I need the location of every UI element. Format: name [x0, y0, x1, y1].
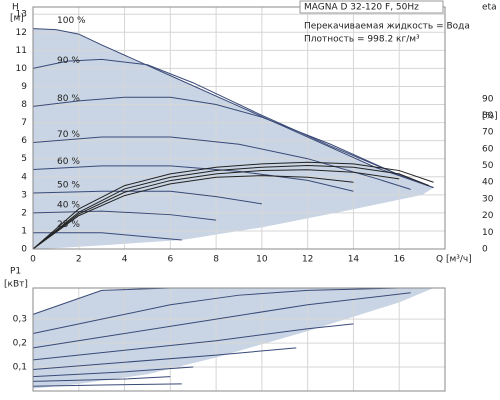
y-tick-label: 10	[16, 64, 28, 74]
plots: 0 2 4 6 8 10 12 14 16012345678910111213010203040…	[13, 6, 494, 392]
x-tick-label: 6	[167, 255, 173, 265]
title-box	[299, 0, 444, 14]
curve	[32, 287, 400, 335]
curve	[32, 383, 182, 387]
y-tick-label: 1	[21, 226, 27, 236]
x-tick-label: 16	[393, 255, 405, 265]
curve	[32, 136, 411, 190]
curve-label: 60 %	[57, 157, 80, 167]
y-tick-label: 0	[21, 245, 27, 255]
y-tick-label: 6	[21, 136, 27, 146]
plot-frame	[32, 287, 446, 392]
y2-axis-unit: [%]	[482, 112, 498, 122]
y-tick-label: 0,1	[13, 363, 27, 373]
x-tick-label: 14	[348, 255, 360, 265]
curve	[32, 347, 297, 370]
curve	[32, 96, 400, 176]
x-tick-label: 0	[30, 255, 36, 265]
x-tick-label: 8	[213, 255, 219, 265]
y-tick-label: 3	[21, 190, 27, 200]
curve-label: 40 %	[57, 200, 80, 210]
y2-tick-label: 70	[482, 128, 494, 138]
y2-axis-label: eta	[482, 3, 497, 13]
y-tick-label: 4	[21, 172, 27, 182]
x-tick-label: 2	[76, 255, 82, 265]
y-tick-label: 0,3	[13, 315, 27, 325]
curve	[32, 323, 354, 361]
efficiency-curve	[32, 175, 354, 250]
y-tick-label: 7	[21, 118, 27, 128]
y-tick-label: 12	[16, 28, 27, 38]
y2-tick-label: 80	[482, 111, 494, 121]
y2-tick-label: 50	[482, 161, 494, 171]
x-axis-label: Q [м³/ч]	[436, 255, 472, 265]
curve-label: 80 %	[57, 94, 80, 104]
efficiency-curve	[32, 161, 434, 250]
curve-label: 100 %	[57, 16, 86, 26]
curve	[32, 366, 194, 378]
y2-tick-label: 0	[482, 245, 488, 255]
y2-tick-label: 40	[482, 178, 494, 188]
x-tick-label: 12	[302, 255, 313, 265]
annotation: Плотность = 998.2 кг/м³	[304, 35, 420, 45]
curve	[32, 190, 262, 205]
x-tick-label: 4	[122, 255, 128, 265]
curve-label: 50 %	[57, 181, 80, 191]
curve	[32, 58, 434, 189]
y-axis-label: H	[12, 3, 19, 13]
efficiency-curve	[32, 165, 430, 250]
curve-label: 90 %	[57, 56, 80, 66]
y-tick-label: 8	[21, 100, 27, 110]
y-tick-label: 9	[21, 82, 27, 92]
y2-tick-label: 90	[482, 94, 494, 104]
plot-frame	[32, 6, 446, 250]
efficiency-curve	[32, 169, 400, 250]
x-tick-label: 10	[256, 255, 268, 265]
y-tick-label: 5	[21, 154, 27, 164]
curve	[32, 28, 434, 189]
curve	[32, 292, 411, 349]
y-tick-label: 2	[21, 208, 27, 218]
y-axis-label: P1	[10, 267, 21, 277]
y2-tick-label: 30	[482, 194, 494, 204]
y-tick-label: 13	[16, 10, 27, 20]
annotation: Перекачиваемая жидкость = Вода	[304, 22, 470, 32]
curve	[32, 210, 217, 221]
curve-label: 25 %	[57, 220, 80, 230]
y-axis-unit: [м]	[10, 14, 24, 24]
curve-label: 70 %	[57, 130, 80, 140]
y2-tick-label: 10	[482, 228, 494, 238]
curve	[32, 376, 171, 382]
y-tick-label: 0,2	[13, 339, 27, 349]
y2-tick-label: 60	[482, 144, 494, 154]
chart-title: MAGNA D 32-120 F, 50Hz	[304, 3, 419, 13]
y-tick-label: 11	[16, 46, 27, 56]
y2-tick-label: 20	[482, 211, 494, 221]
y-axis-unit: [кВт]	[4, 280, 28, 290]
